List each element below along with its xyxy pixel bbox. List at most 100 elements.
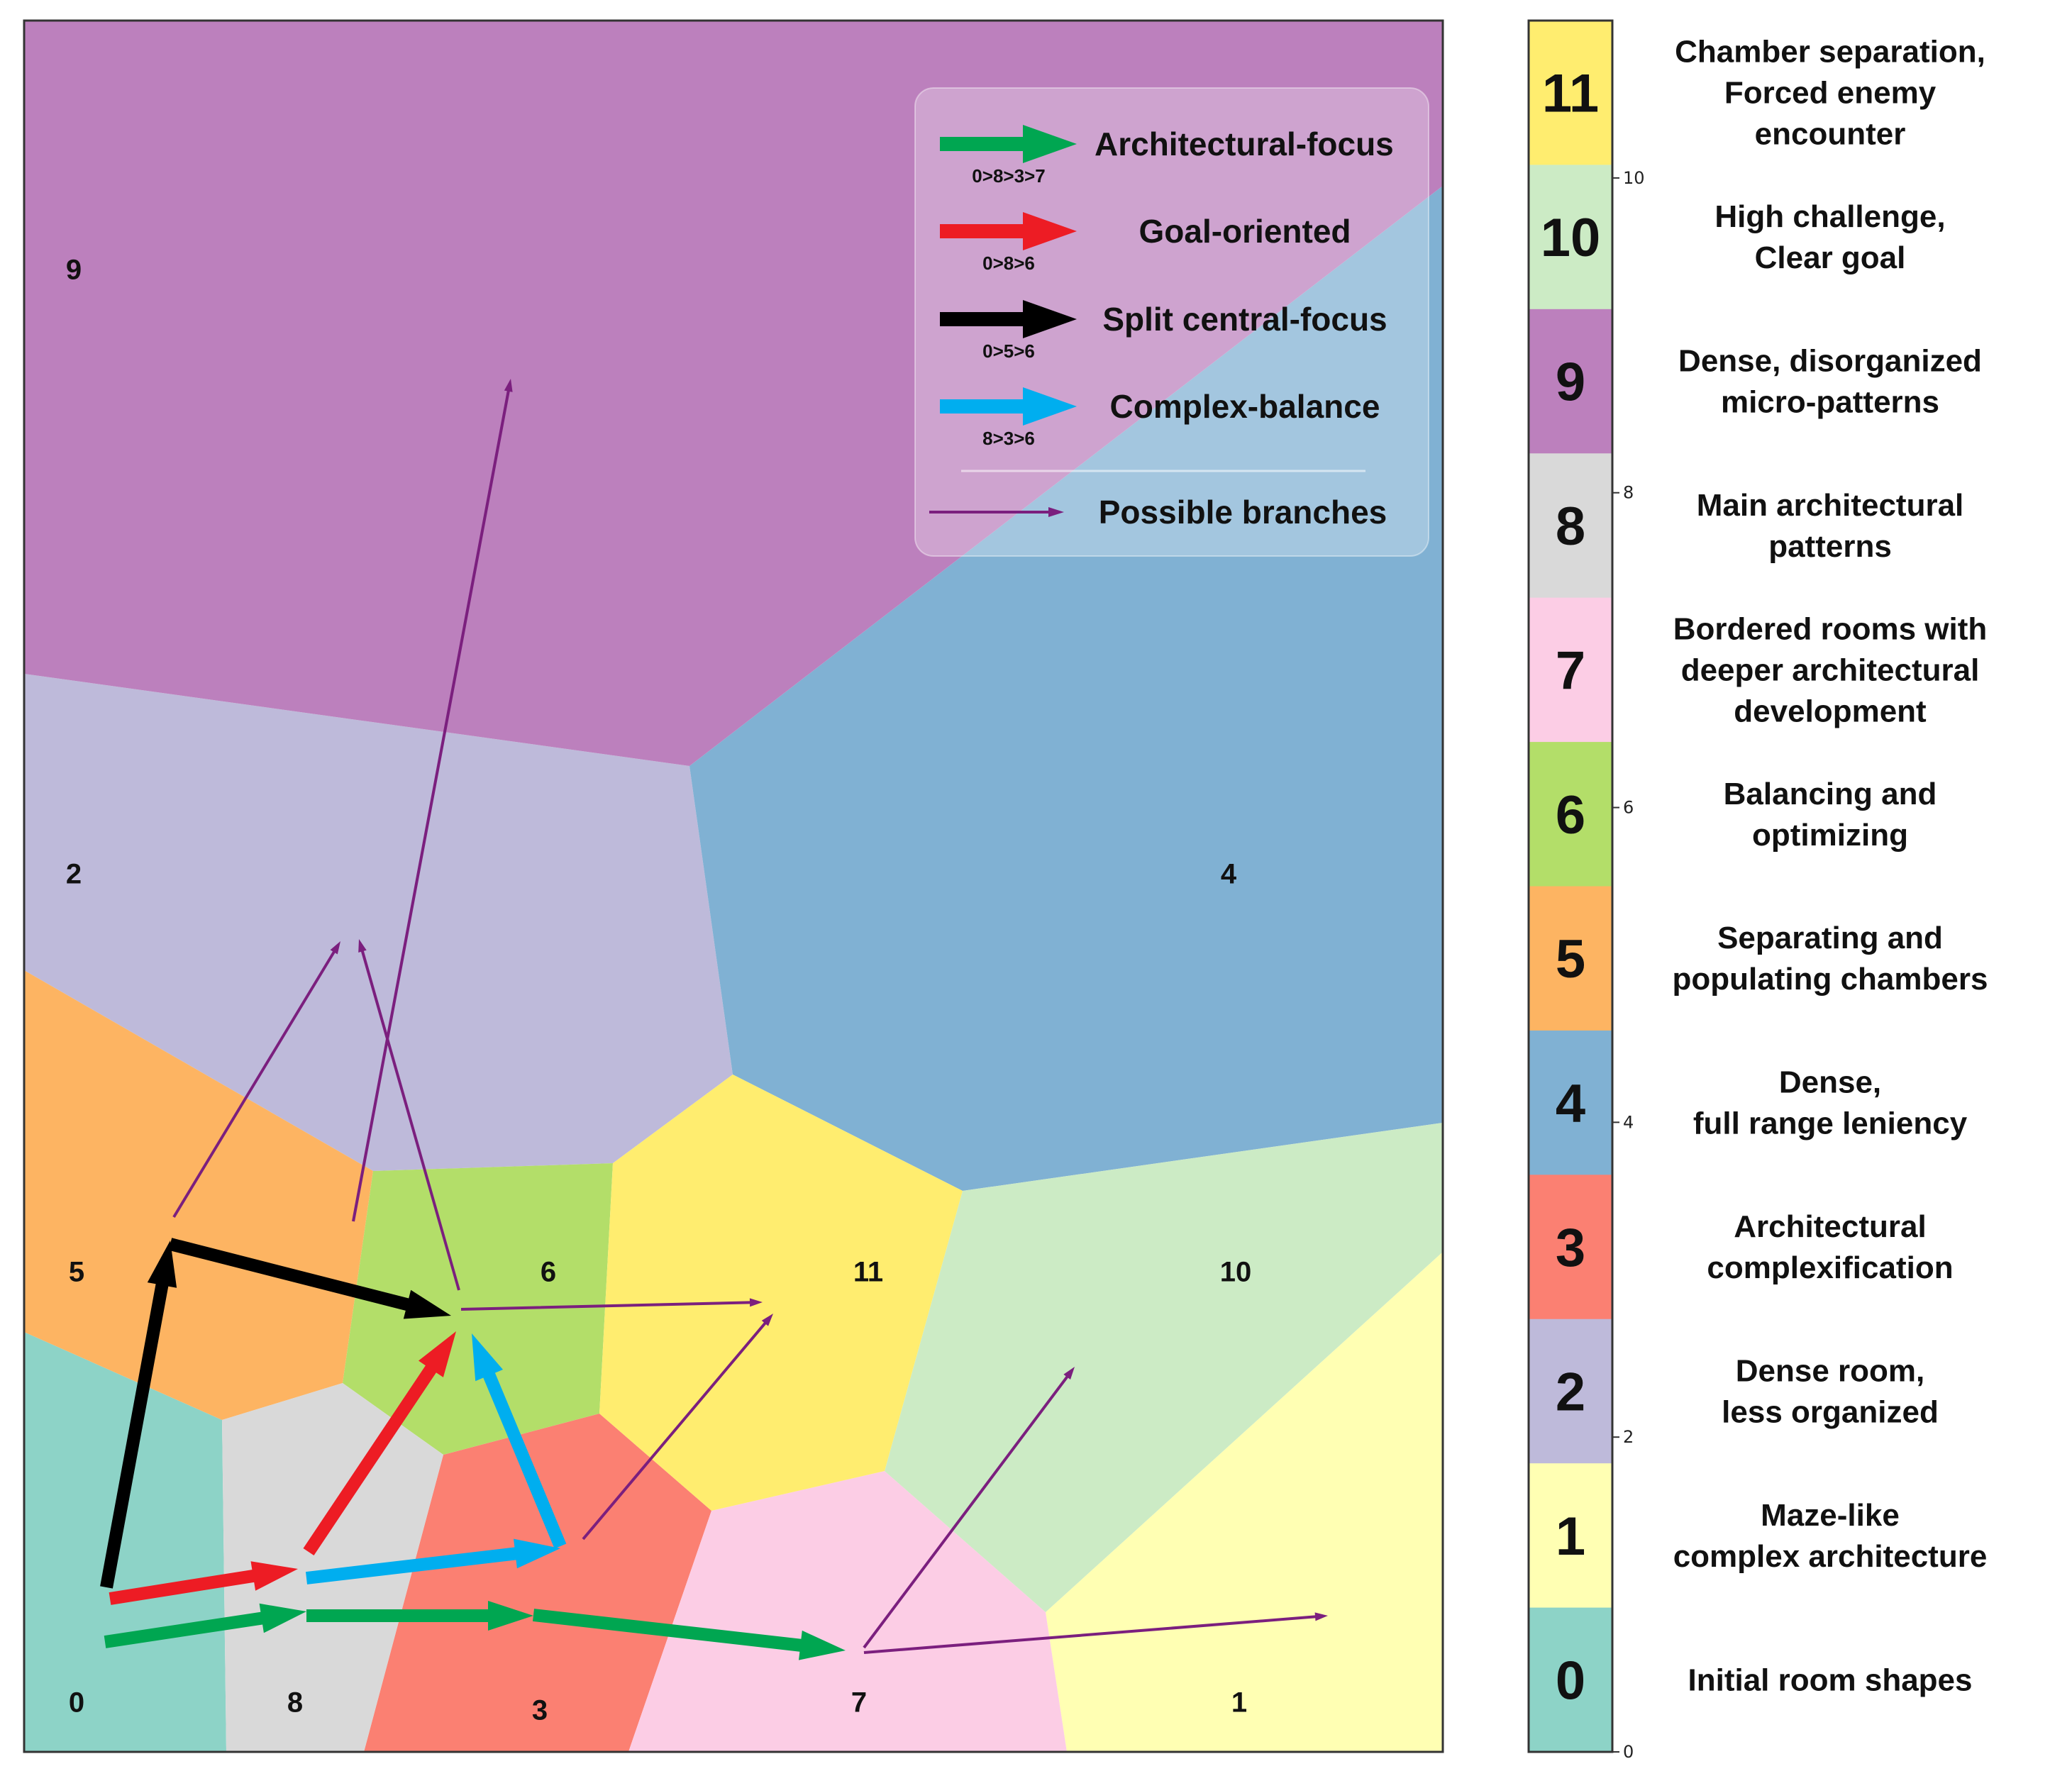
legend-path-1: 0>8>6 <box>982 252 1035 274</box>
legend-branch-label: Possible branches <box>1099 494 1387 531</box>
colorbar-description-5-line-1: populating chambers <box>1673 962 1988 997</box>
region-label-8: 8 <box>287 1687 303 1719</box>
colorbar-description-3-line-0: Architectural <box>1734 1209 1926 1244</box>
goal-oriented-arrow-0 <box>109 1561 298 1605</box>
colorbar-entry-2: 2 Dense room, less organized <box>1529 1319 1939 1464</box>
region-label-0: 0 <box>69 1687 84 1719</box>
region-4 <box>689 186 1443 1191</box>
colorbar-description-8-line-1: patterns <box>1768 529 1892 564</box>
legend-path-2: 0>5>6 <box>982 340 1035 362</box>
colorbar-description-3-line-1: complexification <box>1707 1250 1953 1285</box>
colorbar-tick-label-0: 0 <box>1623 1742 1634 1762</box>
region-label-6: 6 <box>541 1257 556 1288</box>
legend-item-1: Goal-oriented 0>8>6 <box>940 212 1351 274</box>
colorbar-description-11-line-2: encounter <box>1755 117 1906 152</box>
architectural-focus-arrow-2 <box>533 1609 846 1660</box>
colorbar-swatch-1 <box>1529 1463 1612 1609</box>
legend-label-1: Goal-oriented <box>1139 213 1351 250</box>
region-10 <box>885 1123 1443 1612</box>
colorbar-value-8: 8 <box>1556 496 1585 557</box>
legend-path-3: 8>3>6 <box>982 428 1035 449</box>
colorbar-description-2-line-1: less organized <box>1722 1394 1939 1429</box>
colorbar-swatch-8 <box>1529 453 1612 599</box>
colorbar-entry-8: 8 Main architectural patterns <box>1529 453 1964 599</box>
region-5 <box>24 970 373 1420</box>
colorbar-entry-7: 7 Bordered rooms with deeper architectural… <box>1529 597 1988 743</box>
legend: Architectural-focus 0>8>3>7 Goal-oriented 0… <box>914 87 1429 557</box>
branch-arrow-0 <box>172 941 340 1218</box>
colorbar-swatch-3 <box>1529 1175 1612 1320</box>
legend-item-2: Split central-focus 0>5>6 <box>940 300 1387 362</box>
legend-box <box>914 87 1429 557</box>
region-label-3: 3 <box>532 1695 548 1726</box>
split-central-focus-arrow-0 <box>100 1241 177 1589</box>
colorbar-value-1: 1 <box>1556 1506 1585 1567</box>
colorbar-description-6-line-0: Balancing and <box>1724 777 1937 811</box>
colorbar-description-4-line-0: Dense, <box>1779 1065 1881 1100</box>
region-label-5: 5 <box>69 1257 84 1288</box>
colorbar-swatch-6 <box>1529 742 1612 887</box>
architectural-focus-arrow-0 <box>104 1603 306 1648</box>
colorbar-entry-0: 0 Initial room shapes <box>1529 1607 1972 1753</box>
colorbar-value-5: 5 <box>1556 929 1585 989</box>
colorbar-entry-6: 6 Balancing and optimizing <box>1529 742 1937 887</box>
complex-balance-arrow-0 <box>306 1538 560 1584</box>
branch-arrow-4 <box>582 1314 773 1541</box>
colorbar-description-5-line-0: Separating and <box>1717 921 1943 955</box>
colorbar-description-1-line-0: Maze-like <box>1761 1498 1900 1533</box>
colorbar-description-9-line-1: micro-patterns <box>1721 385 1939 420</box>
colorbar-description-7-line-0: Bordered rooms with <box>1673 611 1988 646</box>
region-11 <box>599 1075 963 1511</box>
region-label-2: 2 <box>66 859 82 890</box>
colorbar-entry-3: 3 Architectural complexification <box>1529 1175 1954 1320</box>
path-arrows <box>100 379 1328 1660</box>
colorbar-swatch-7 <box>1529 597 1612 743</box>
region-label-10: 10 <box>1220 1257 1252 1288</box>
colorbar-tick-label-8: 8 <box>1623 483 1634 503</box>
legend-label-2: Split central-focus <box>1102 301 1387 338</box>
colorbar-value-9: 9 <box>1556 353 1585 413</box>
colorbar-value-2: 2 <box>1556 1362 1585 1422</box>
colorbar-description-9-line-0: Dense, disorganized <box>1678 344 1982 379</box>
region-8 <box>222 1383 443 1752</box>
colorbar-entry-4: 4 Dense, full range leniency <box>1529 1030 1968 1175</box>
legend-label-0: Architectural-focus <box>1095 126 1394 162</box>
colorbar-tick-label-10: 10 <box>1623 168 1645 188</box>
legend-item-3: Complex-balance 8>3>6 <box>940 387 1380 449</box>
legend-item-branches: Possible branches <box>929 494 1387 531</box>
branch-arrow-3 <box>461 1298 763 1311</box>
colorbar-swatch-0 <box>1529 1607 1612 1753</box>
split-central-focus-arrow-1 <box>168 1238 452 1319</box>
colorbar-tick-label-6: 6 <box>1623 798 1634 818</box>
colorbar-description-7-line-1: deeper architectural <box>1681 653 1980 687</box>
complex-balance-arrow-1 <box>472 1333 567 1549</box>
region-1 <box>1046 1252 1443 1752</box>
legend-branch-swatch <box>929 507 1064 517</box>
legend-swatch-3 <box>940 387 1077 426</box>
legend-label-3: Complex-balance <box>1110 388 1380 425</box>
branch-arrow-6 <box>863 1612 1328 1654</box>
colorbar-tick-label-2: 2 <box>1623 1427 1634 1447</box>
plot-frame <box>23 19 1444 1753</box>
region-2 <box>24 674 733 1171</box>
colorbar-swatch-4 <box>1529 1030 1612 1175</box>
colorbar-description-10-line-0: High challenge, <box>1714 199 1945 234</box>
colorbar-description-1-line-1: complex architecture <box>1673 1539 1988 1574</box>
colorbar-description-11-line-1: Forced enemy <box>1724 76 1937 111</box>
branch-arrow-2 <box>352 379 513 1222</box>
colorbar-description-2-line-0: Dense room, <box>1736 1353 1925 1388</box>
legend-item-0: Architectural-focus 0>8>3>7 <box>940 125 1394 187</box>
branch-arrow-5 <box>863 1367 1075 1649</box>
legend-swatch-0 <box>940 125 1077 163</box>
region-label-4: 4 <box>1221 859 1237 890</box>
colorbar-value-11: 11 <box>1542 64 1599 124</box>
region-0 <box>24 1332 226 1752</box>
colorbar-swatch-11 <box>1529 21 1612 165</box>
branch-arrow-1 <box>358 939 460 1291</box>
colorbar: 11 Chamber separation, Forced enemy encount… <box>1527 19 1988 1762</box>
colorbar-description-8-line-0: Main architectural <box>1697 488 1964 523</box>
colorbar-entry-1: 1 Maze-like complex architecture <box>1529 1463 1988 1609</box>
colorbar-value-4: 4 <box>1556 1074 1585 1134</box>
colorbar-entry-10: 10 High challenge, Clear goal <box>1529 165 1946 310</box>
